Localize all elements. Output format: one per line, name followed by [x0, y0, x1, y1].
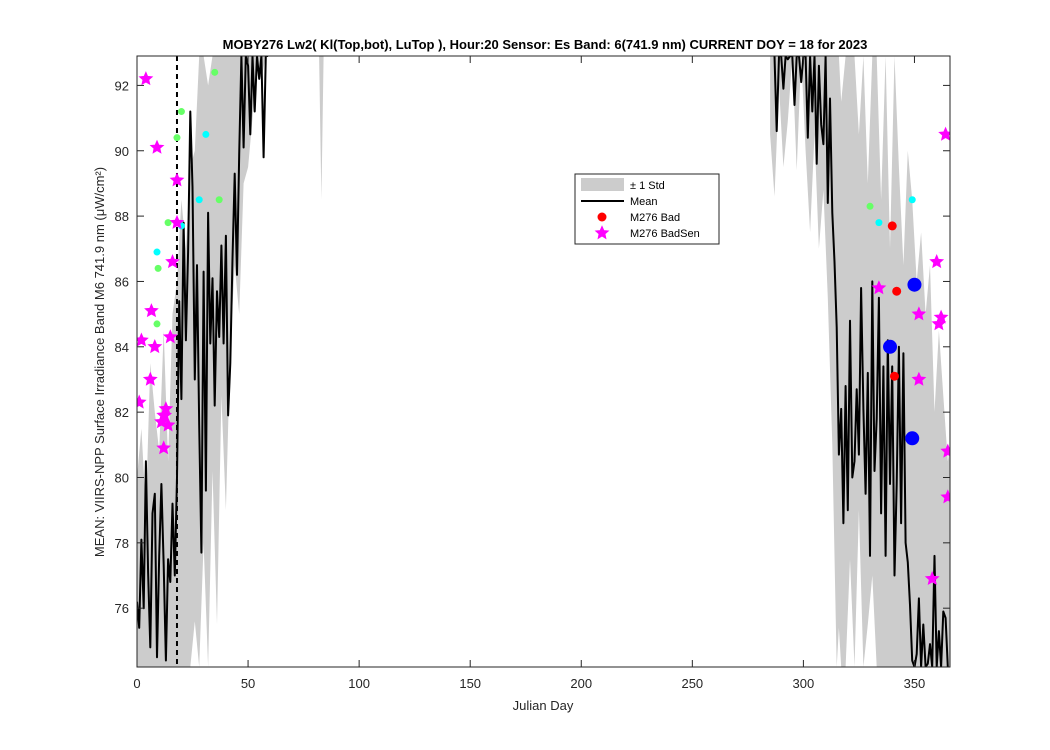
x-tick-label: 200	[570, 676, 592, 691]
legend-std-swatch	[581, 178, 624, 191]
x-tick-label: 300	[793, 676, 815, 691]
legend: ± 1 Std Mean M276 Bad M276 BadSen	[575, 174, 719, 244]
cyan-point	[202, 131, 209, 138]
green-point	[211, 69, 218, 76]
green-point	[153, 320, 160, 327]
y-tick-label: 78	[115, 536, 129, 551]
legend-badsen-label: M276 BadSen	[630, 228, 700, 240]
x-tick-label: 50	[241, 676, 255, 691]
legend-bad-swatch	[598, 213, 607, 222]
y-tick-label: 88	[115, 209, 129, 224]
bad-point	[890, 372, 899, 381]
x-axis-label: Julian Day	[513, 698, 574, 713]
green-point	[216, 196, 223, 203]
y-tick-label: 82	[115, 405, 129, 420]
x-tick-label: 150	[459, 676, 481, 691]
y-tick-label: 84	[115, 340, 129, 355]
blue-point	[907, 278, 921, 292]
y-tick-label: 76	[115, 601, 129, 616]
legend-std-label: ± 1 Std	[630, 180, 665, 192]
x-tick-label: 350	[904, 676, 926, 691]
y-tick-label: 86	[115, 274, 129, 289]
y-tick-label: 90	[115, 144, 129, 159]
chart-title: MOBY276 Lw2( Kl(Top,bot), LuTop ), Hour:…	[223, 37, 868, 52]
green-point	[867, 203, 874, 210]
x-tick-label: 250	[681, 676, 703, 691]
cyan-point	[875, 219, 882, 226]
green-point	[178, 108, 185, 115]
bad-point	[892, 287, 901, 296]
green-point	[155, 265, 162, 272]
legend-bad-label: M276 Bad	[630, 212, 680, 224]
blue-point	[905, 431, 919, 445]
bad-point	[888, 221, 897, 230]
green-point	[173, 134, 180, 141]
y-axis-label: MEAN: VIIRS-NPP Surface Irradiance Band …	[92, 167, 107, 557]
cyan-point	[196, 196, 203, 203]
cyan-point	[153, 249, 160, 256]
x-tick-label: 100	[348, 676, 370, 691]
x-tick-label: 0	[133, 676, 140, 691]
y-tick-label: 92	[115, 78, 129, 93]
legend-mean-label: Mean	[630, 196, 658, 208]
cyan-point	[909, 196, 916, 203]
y-tick-label: 80	[115, 470, 129, 485]
blue-point	[883, 340, 897, 354]
